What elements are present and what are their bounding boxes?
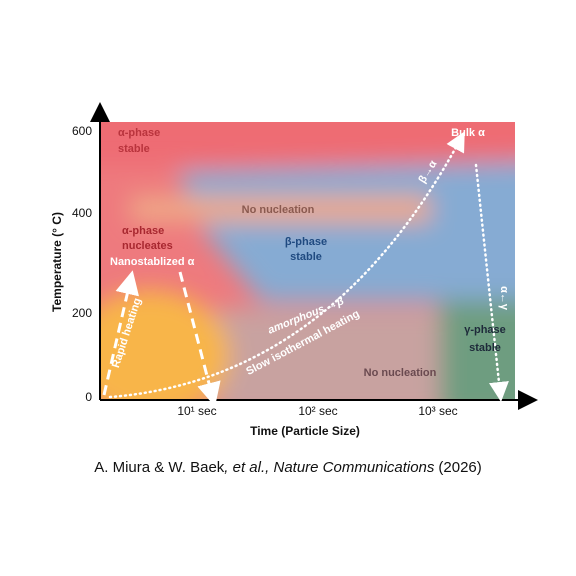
region-label: Nanostablized α bbox=[110, 256, 195, 268]
region-label: stable bbox=[118, 143, 150, 155]
caption-year: (2026) bbox=[438, 459, 481, 476]
caption-journal: , et al., Nature Communications bbox=[224, 459, 435, 476]
region-label: β-phase bbox=[285, 236, 327, 248]
x-axis-label: Time (Particle Size) bbox=[250, 424, 360, 438]
y-tick-label: 600 bbox=[72, 124, 92, 138]
y-tick-label: 0 bbox=[85, 390, 92, 404]
region-label: α-phase bbox=[118, 127, 160, 139]
phase-map bbox=[100, 122, 515, 400]
caption-authors: A. Miura & W. Baek bbox=[94, 459, 225, 476]
region-label: stable bbox=[469, 342, 501, 354]
caption: A. Miura & W. Baek, et al., Nature Commu… bbox=[94, 459, 482, 476]
region-label: γ-phase bbox=[464, 324, 506, 336]
x-tick-label: 10³ sec bbox=[418, 404, 457, 418]
x-tick-label: 10² sec bbox=[298, 404, 337, 418]
region-label: α-phase bbox=[122, 225, 164, 237]
region-label: nucleates bbox=[122, 240, 173, 252]
y-axis-label: Temperature (° C) bbox=[50, 212, 64, 312]
region-label: Bulk α bbox=[451, 127, 485, 139]
arrow-label: α←γ bbox=[498, 286, 510, 311]
region-label: No nucleation bbox=[364, 367, 437, 379]
arrows bbox=[102, 131, 509, 407]
region-label: stable bbox=[290, 251, 322, 263]
axes bbox=[90, 102, 538, 410]
region-label: No nucleation bbox=[242, 204, 315, 216]
y-tick-label: 400 bbox=[72, 206, 92, 220]
x-tick-label: 10¹ sec bbox=[177, 404, 216, 418]
y-tick-label: 200 bbox=[72, 306, 92, 320]
